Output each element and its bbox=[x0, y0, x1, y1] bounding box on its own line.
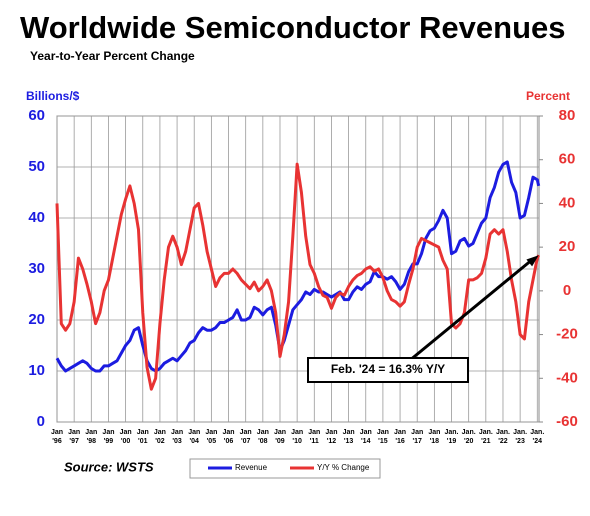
x-tick-label: Jan '18 bbox=[428, 429, 440, 445]
x-tick-label: Jan '14 bbox=[360, 429, 372, 445]
x-tick-label: Jan '03 bbox=[171, 429, 183, 445]
y2-tick-label: 0 bbox=[563, 282, 571, 299]
x-tick-label: Jan. '22 bbox=[496, 429, 510, 445]
y2-tick-label: -20 bbox=[556, 326, 578, 343]
y-axis-label: Billions/$ bbox=[26, 89, 80, 103]
x-tick-label: Jan '17 bbox=[411, 429, 423, 445]
source: Source: WSTS bbox=[64, 459, 154, 474]
annotation: Feb. '24 = 16.3% Y/Y bbox=[307, 255, 539, 383]
x-tick-label: Jan '13 bbox=[343, 429, 355, 445]
y2-tick-label: 60 bbox=[559, 151, 576, 168]
y2-tick-label: -60 bbox=[556, 413, 578, 430]
y2-tick-label: 80 bbox=[559, 107, 576, 124]
x-tick-label: Jan. '20 bbox=[462, 429, 476, 445]
legend-box bbox=[189, 458, 381, 479]
x-tick-label: Jan '11 bbox=[308, 429, 320, 445]
y-tick-label: 50 bbox=[28, 158, 45, 175]
chart-subtitle: Year-to-Year Percent Change bbox=[30, 49, 195, 63]
x-tick-label: Jan '02 bbox=[154, 429, 166, 445]
x-tick-label: Jan '08 bbox=[257, 429, 269, 445]
y2-tick-label: 40 bbox=[559, 194, 576, 211]
x-tick-label: Jan '00 bbox=[120, 429, 132, 445]
arrow-head bbox=[526, 255, 539, 267]
y-tick-label: 40 bbox=[28, 209, 45, 226]
x-tick-label: Jan '15 bbox=[377, 429, 389, 445]
x-tick-label: Jan '07 bbox=[240, 429, 252, 445]
x-tick-label: Jan. '19 bbox=[445, 429, 459, 445]
legend-label: Revenue bbox=[235, 463, 268, 472]
x-tick-label: Jan. '24 bbox=[530, 429, 544, 445]
x-tick-label: Jan. '23 bbox=[513, 429, 527, 445]
x-tick-label: Jan '99 bbox=[102, 429, 114, 445]
x-tick-label: Jan '06 bbox=[222, 429, 234, 445]
legend-label: Y/Y % Change bbox=[317, 463, 370, 472]
series-line bbox=[55, 160, 541, 373]
x-tick-label: Jan '16 bbox=[394, 429, 406, 445]
y2-tick-label: -40 bbox=[556, 369, 578, 386]
x-tick-label: Jan '01 bbox=[137, 429, 149, 445]
x-tick-label: Jan '97 bbox=[68, 429, 80, 445]
series-line bbox=[55, 162, 541, 391]
y2-tick-label: 20 bbox=[559, 238, 576, 255]
x-tick-label: Jan. '21 bbox=[479, 429, 493, 445]
y-tick-label: 30 bbox=[28, 260, 45, 277]
x-tick-label: Jan '05 bbox=[205, 429, 217, 445]
y-tick-label: 0 bbox=[37, 413, 45, 430]
annotation-text: Feb. '24 = 16.3% Y/Y bbox=[331, 362, 445, 376]
y-tick-label: 20 bbox=[28, 311, 45, 328]
x-tick-label: Jan '10 bbox=[291, 429, 303, 445]
x-tick-label: Jan '04 bbox=[188, 429, 200, 445]
x-tick-label: Jan '09 bbox=[274, 429, 286, 445]
y2-axis-label: Percent bbox=[526, 89, 570, 103]
annotation-box bbox=[307, 357, 469, 383]
x-tick-label: Jan '98 bbox=[85, 429, 97, 445]
x-tick-label: Jan '96 bbox=[51, 429, 63, 445]
y-tick-label: 60 bbox=[28, 107, 45, 124]
chart-title: Worldwide Semiconductor Revenues bbox=[20, 10, 565, 45]
annotation-arrow bbox=[397, 258, 534, 372]
y-tick-label: 10 bbox=[28, 362, 45, 379]
x-tick-label: Jan '12 bbox=[325, 429, 337, 445]
